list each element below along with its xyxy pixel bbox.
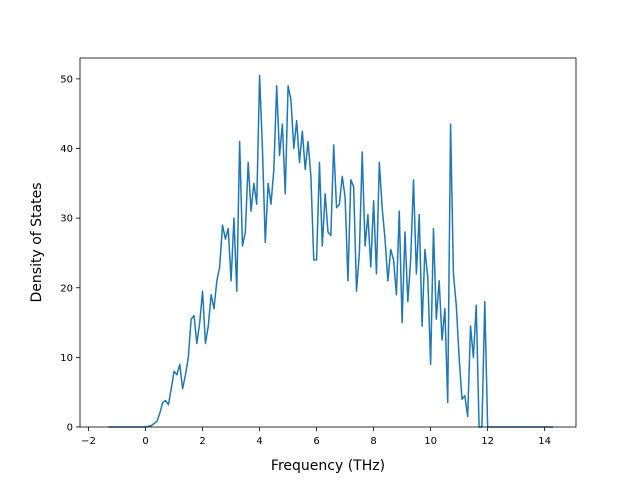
x-tick-label: 0 bbox=[142, 436, 148, 447]
y-axis-label: Density of States bbox=[29, 183, 45, 303]
y-tick-label: 50 bbox=[60, 74, 73, 85]
x-tick-label: 14 bbox=[538, 436, 551, 447]
y-tick-label: 10 bbox=[60, 353, 73, 364]
y-tick-label: 40 bbox=[60, 144, 73, 155]
x-axis-label: Frequency (THz) bbox=[271, 458, 385, 474]
x-tick-label: 12 bbox=[481, 436, 494, 447]
dos-series-line bbox=[108, 74, 554, 428]
y-axis-ticks: 0 10 20 30 40 50 bbox=[60, 74, 80, 434]
y-tick-label: 20 bbox=[60, 283, 73, 294]
y-tick-label: 30 bbox=[60, 214, 73, 225]
axes-frame bbox=[79, 57, 577, 428]
plot-area bbox=[108, 74, 554, 428]
y-tick-label: 0 bbox=[67, 423, 73, 434]
x-tick-label: −2 bbox=[81, 436, 96, 447]
x-axis-ticks: −2 0 2 4 6 8 10 12 14 bbox=[81, 427, 551, 447]
x-tick-label: 8 bbox=[370, 436, 376, 447]
x-tick-label: 6 bbox=[313, 436, 319, 447]
x-tick-label: 4 bbox=[256, 436, 262, 447]
x-tick-label: 2 bbox=[199, 436, 205, 447]
x-tick-label: 10 bbox=[424, 436, 437, 447]
